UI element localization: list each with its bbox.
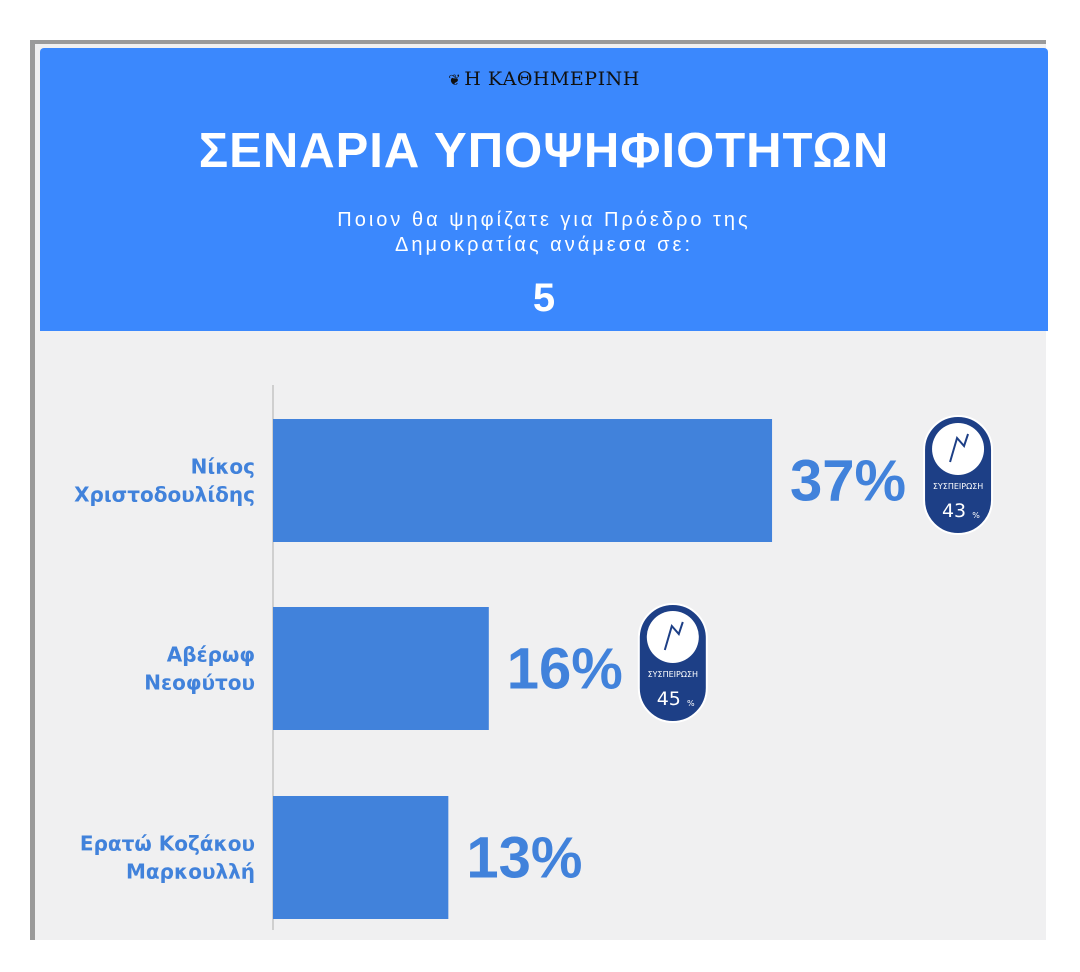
badge-label: ΣΥΣΠΕΙΡΩΣΗ	[933, 482, 983, 491]
party-logo-icon	[932, 423, 985, 475]
category-label-3: Ερατώ Κοζάκου Μαρκουλλή	[80, 832, 255, 884]
badge-unit: %	[687, 699, 695, 708]
party-logo-icon	[646, 611, 699, 663]
badge-unit: %	[972, 511, 980, 520]
value-label-1: 37%	[790, 449, 906, 514]
infographic-panel: ❦ Η ΚΑΘΗΜΕΡΙΝΗ ΣΕΝΑΡΙΑ ΥΠΟΨΗΦΙΟΤΗΤΩΝ Ποιο…	[30, 40, 1048, 940]
brand-name: Η ΚΑΘΗΜΕΡΙΝΗ	[464, 68, 640, 90]
category-label-line: Ερατώ Κοζάκου	[80, 832, 255, 856]
question-line-1: Ποιον θα ψηφίζατε για Πρόεδρο της	[337, 209, 751, 231]
value-label-3: 13%	[466, 826, 582, 891]
question-line-2: Δημοκρατίας ανάμεσα σε:	[394, 234, 693, 256]
category-label-line: Νίκος	[191, 455, 255, 479]
bar-3	[273, 796, 449, 919]
bar-2	[273, 607, 489, 730]
badge-value: 45	[657, 688, 681, 710]
badge-value: 43	[942, 500, 966, 522]
party-figure-icon	[663, 621, 684, 651]
page-title: ΣΕΝΑΡΙΑ ΥΠΟΨΗΦΙΟΤΗΤΩΝ	[198, 124, 890, 178]
category-label-line: Μαρκουλλή	[126, 860, 255, 884]
eagle-logo-icon: ❦	[448, 71, 462, 89]
category-label-line: Νεοφύτου	[144, 671, 255, 695]
category-label-1: Νίκος Χριστοδουλίδης	[74, 455, 255, 507]
category-label-line: Χριστοδουλίδης	[74, 483, 255, 507]
question-text: Ποιον θα ψηφίζατε για Πρόεδρο της Δημοκρ…	[40, 208, 1048, 258]
category-label-2: Αβέρωφ Νεοφύτου	[144, 643, 255, 695]
badge-label: ΣΥΣΠΕΙΡΩΣΗ	[648, 670, 698, 679]
scenario-number: 5	[532, 276, 556, 320]
bar-1	[273, 419, 773, 542]
brand-logo: ❦ Η ΚΑΘΗΜΕΡΙΝΗ	[40, 68, 1048, 90]
category-label-line: Αβέρωφ	[167, 643, 255, 667]
header-banner: ❦ Η ΚΑΘΗΜΕΡΙΝΗ ΣΕΝΑΡΙΑ ΥΠΟΨΗΦΙΟΤΗΤΩΝ Ποιο…	[40, 48, 1048, 331]
value-label-2: 16%	[507, 637, 623, 702]
party-figure-icon	[949, 433, 969, 463]
